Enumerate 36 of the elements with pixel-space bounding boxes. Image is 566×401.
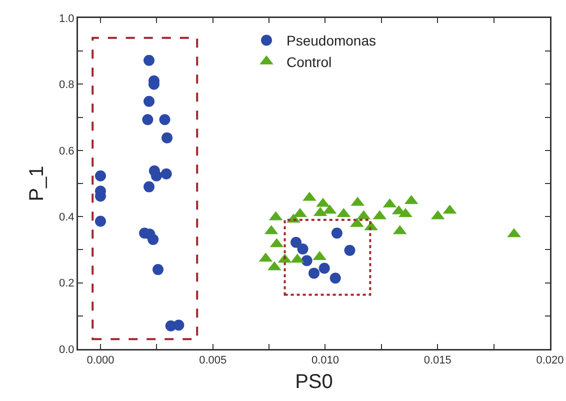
- point: [301, 255, 312, 266]
- x-axis-title: PS0: [295, 370, 333, 393]
- point: [94, 170, 106, 182]
- y-tick-label: 0.6: [59, 145, 74, 158]
- x-tick-label: 0.005: [199, 354, 227, 367]
- point: [152, 264, 164, 276]
- point: [144, 181, 155, 192]
- x-tick-label: 0.010: [311, 354, 340, 367]
- point: [148, 234, 159, 245]
- point: [144, 54, 155, 66]
- point: [308, 268, 320, 279]
- point: [290, 236, 302, 248]
- point: [142, 114, 154, 126]
- point: [330, 272, 341, 284]
- y-tick-label: 0.4: [59, 211, 74, 224]
- point: [150, 170, 162, 182]
- point: [94, 216, 106, 227]
- y-tick-label: 1.0: [59, 12, 74, 25]
- point: [297, 244, 308, 255]
- legend-label: Control: [286, 54, 332, 70]
- point: [159, 114, 170, 126]
- point: [162, 132, 173, 144]
- point: [344, 244, 356, 256]
- point: [160, 168, 172, 180]
- point: [144, 96, 155, 107]
- x-tick-label: 0.000: [86, 354, 114, 367]
- y-axis-title: P_1: [26, 166, 48, 202]
- x-tick-label: 0.020: [536, 354, 564, 367]
- y-tick-label: 0.2: [59, 278, 74, 290]
- x-tick-label: 0.015: [424, 354, 452, 367]
- point: [173, 320, 184, 331]
- legend-label: Pseudomonas: [286, 32, 376, 49]
- point: [331, 228, 342, 239]
- y-tick-label: 0.8: [59, 79, 74, 92]
- y-tick-label: 0.0: [59, 344, 74, 356]
- point: [318, 262, 330, 274]
